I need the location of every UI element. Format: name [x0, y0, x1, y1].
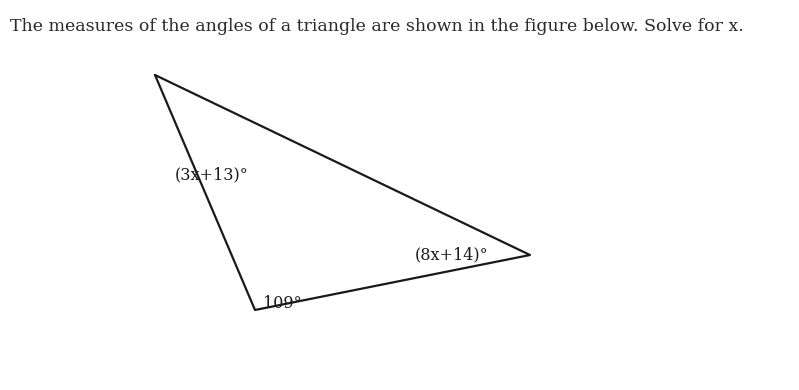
Text: (3x+13)°: (3x+13)° — [175, 167, 248, 184]
Text: (8x+14)°: (8x+14)° — [415, 246, 488, 264]
Text: 109°: 109° — [263, 295, 302, 312]
Text: The measures of the angles of a triangle are shown in the figure below. Solve fo: The measures of the angles of a triangle… — [10, 18, 744, 35]
